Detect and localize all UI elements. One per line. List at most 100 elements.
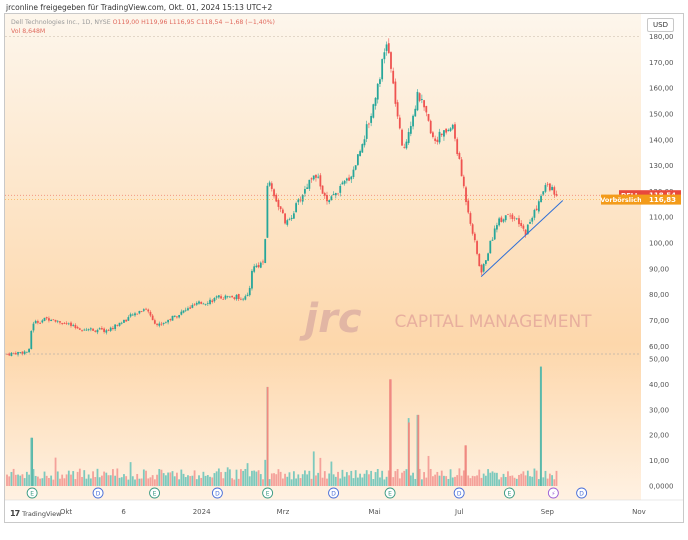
legend-ohlc: O119,00 H119,96 L116,95 C118,54 −1,68 (−… [112, 19, 275, 26]
event-dividend-icon[interactable]: D [576, 487, 588, 499]
volume-bar [257, 470, 260, 486]
volume-bar [123, 474, 125, 486]
event-earnings-icon[interactable]: E [26, 487, 38, 499]
candle-body [266, 185, 269, 238]
event-earnings-icon[interactable]: E [149, 487, 161, 499]
event-dividend-icon[interactable]: D [92, 487, 104, 499]
candle-body [432, 132, 434, 137]
candle-body [381, 59, 384, 80]
candle-body [63, 323, 66, 324]
volume-bar [328, 473, 331, 486]
candle-body [553, 187, 556, 195]
volume-bar [529, 476, 531, 486]
candle-body [204, 303, 207, 305]
price-tick-label: 170,00 [649, 59, 674, 67]
candle-body [134, 313, 136, 316]
candle-body [317, 176, 320, 178]
volume-bar [440, 470, 443, 486]
volume-bar [264, 459, 267, 486]
candle-body [368, 123, 370, 125]
volume-bar [120, 477, 123, 486]
volume-bar [409, 475, 412, 486]
candle-body [120, 322, 123, 324]
event-markers[interactable]: E D E D E D E D E ⚡ D [26, 487, 588, 499]
volume-bar [383, 479, 386, 486]
price-tag-value-bg [641, 194, 681, 205]
price-tag-label: Vorbörslich [600, 196, 642, 204]
volume-bar [78, 468, 81, 486]
candle-body [423, 100, 425, 108]
event-earnings-icon[interactable]: E [384, 487, 396, 499]
volume-bar [297, 474, 300, 486]
volume-bar [127, 479, 130, 486]
candle-body [259, 262, 262, 268]
volume-bar [518, 474, 520, 486]
candle-body [420, 98, 423, 100]
candle-body [319, 175, 322, 187]
candle-body [213, 298, 216, 302]
volume-bar [332, 474, 335, 486]
volume-bar [273, 473, 275, 486]
volume-bar [48, 477, 50, 486]
volume-bar [147, 478, 150, 486]
event-split-icon[interactable]: ⚡ [547, 487, 559, 499]
candle-body [167, 319, 169, 323]
volume-bar [19, 475, 22, 486]
candle-body [151, 315, 154, 321]
trendline-layer[interactable] [480, 200, 564, 277]
event-earnings-icon[interactable]: E [262, 487, 274, 499]
volume-bar [200, 477, 203, 486]
candle-body [520, 223, 523, 227]
candle-body [515, 218, 518, 220]
candle-body [339, 185, 342, 193]
volume-bar [295, 478, 297, 486]
volume-bar [533, 468, 536, 486]
tradingview-logo[interactable]: 17 TradingView [10, 509, 61, 518]
event-dividend-icon[interactable]: D [211, 487, 223, 499]
candle-body [312, 175, 315, 180]
volume-bar [548, 473, 551, 486]
volume-bar [489, 472, 492, 486]
volume-spike [464, 445, 467, 486]
candle-body [489, 240, 492, 254]
volume-bar [50, 475, 53, 486]
candle-body [350, 176, 353, 180]
volume-tick-label: 0,0000 [649, 483, 674, 491]
event-dividend-icon[interactable]: D [328, 487, 340, 499]
candle-body [440, 133, 443, 136]
candle-body [8, 353, 11, 356]
chart-background [5, 14, 641, 500]
volume-bar [193, 470, 196, 486]
volume-bar [315, 475, 317, 486]
price-chart[interactable]: jrc CAPITAL MANAGEMENT E D E D E D E D E ⚡ D 180,00… [5, 14, 683, 522]
candle-body [507, 214, 509, 215]
volume-bar [434, 474, 437, 486]
event-marker-circle [26, 487, 38, 499]
candle-body [105, 330, 108, 333]
candle-body [334, 193, 337, 196]
event-earnings-icon[interactable]: E [503, 487, 515, 499]
candle-body [255, 265, 258, 268]
volume-bar [290, 479, 293, 486]
candle-body [321, 185, 324, 194]
candle-body [187, 308, 189, 311]
volume-bar [281, 478, 284, 486]
volume-spike [539, 366, 542, 486]
time-axis[interactable]: Okt 6 2024 Mrz Mai Jul Sep Nov [5, 499, 683, 516]
volume-bar [209, 476, 211, 486]
volume-bar [21, 474, 24, 486]
candle-body [390, 52, 392, 69]
candle-body [251, 270, 253, 289]
candle-body [248, 288, 251, 296]
volume-bar [45, 475, 48, 486]
volume-bar [217, 468, 220, 486]
volume-bar [286, 476, 289, 486]
event-dividend-icon[interactable]: D [453, 487, 465, 499]
volume-bar [145, 470, 147, 486]
price-tick-label: 90,00 [649, 265, 669, 273]
currency-button[interactable]: USD [647, 18, 674, 32]
volume-bar [131, 476, 134, 486]
price-tick-label: 110,00 [649, 214, 674, 222]
candle-body [235, 294, 238, 300]
candle-body [513, 217, 516, 219]
